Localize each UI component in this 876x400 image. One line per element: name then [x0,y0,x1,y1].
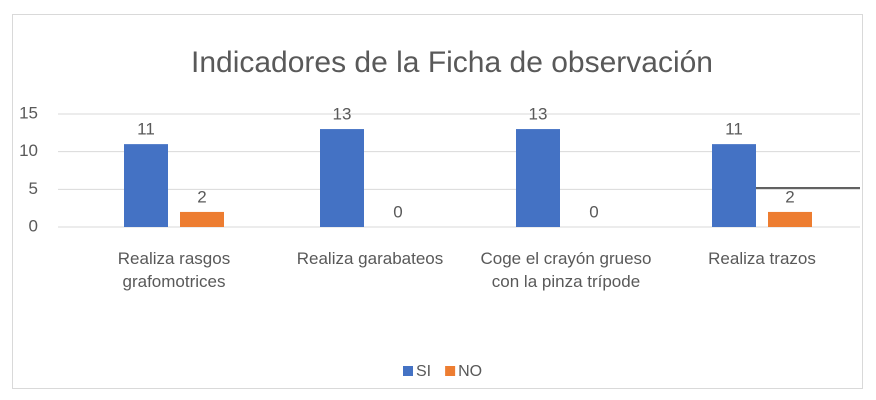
x-tick-label: Realiza garabateos [297,249,443,268]
bar [712,144,756,227]
x-tick-label-line: Coge el crayón grueso [480,249,651,268]
legend-swatch [445,366,456,376]
x-tick-label-line: Realiza rasgos [118,249,230,268]
data-label: 11 [137,120,155,139]
data-label: 13 [333,105,352,124]
legend-label: SI [416,363,431,380]
x-tick-label: Realiza trazos [708,249,816,268]
bar [124,144,168,227]
bar [320,129,364,227]
y-tick-label: 0 [29,216,38,235]
chart-title: Indicadores de la Ficha de observación [191,46,713,79]
bar [180,211,224,227]
y-tick-label: 5 [29,179,38,198]
data-label: 0 [589,202,598,221]
x-tick-label-line: con la pinza trípode [492,272,640,291]
data-label: 11 [725,120,743,139]
x-tick-label-line: Realiza garabateos [297,249,443,268]
y-tick-label: 15 [19,103,38,122]
data-label: 0 [393,202,402,221]
y-tick-label: 10 [19,141,38,160]
bar [768,211,812,227]
data-label: 13 [529,105,548,124]
legend-swatch [403,366,413,376]
x-tick-label-line: Realiza trazos [708,249,816,268]
data-label: 2 [197,187,206,206]
x-tick-label-line: grafomotrices [123,272,226,291]
x-tick-label: Realiza rasgos grafomotrices [118,249,230,291]
bar [516,129,560,227]
x-tick-label: Coge el crayón grueso con la pinza trípod… [480,249,651,291]
data-label: 2 [785,187,794,206]
legend-label: NO [458,363,482,380]
